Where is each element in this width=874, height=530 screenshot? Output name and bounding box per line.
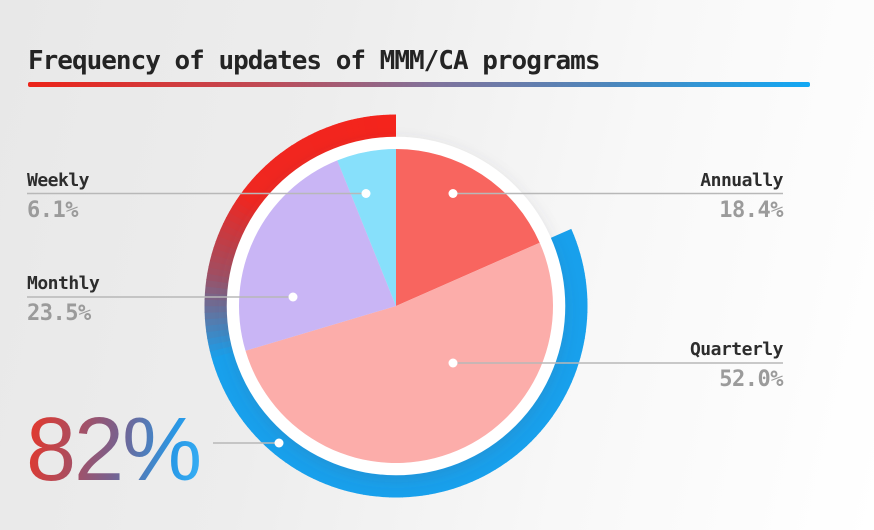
pie-slice-monthly	[239, 160, 396, 351]
page-title: Frequency of updates of MMM/CA programs	[28, 46, 600, 76]
callout-quarterly: Quarterly 52.0%	[689, 339, 784, 392]
leader-lines	[27, 189, 783, 448]
leader-dot-weekly	[361, 189, 371, 198]
leader-dot-annually	[448, 189, 458, 198]
callout-weekly: Weekly 6.1%	[27, 170, 90, 223]
quarterly-label: Quarterly	[689, 339, 784, 360]
title-underline-gradient	[28, 82, 810, 87]
weekly-value: 6.1%	[27, 198, 78, 223]
callout-monthly: Monthly 23.5%	[27, 273, 100, 326]
pie-slice-quarterly	[245, 242, 553, 463]
callout-annually: Annually 18.4%	[700, 171, 783, 223]
annually-label: Annually	[700, 170, 783, 191]
weekly-label: Weekly	[27, 170, 90, 191]
highlight-percentage: 82%	[26, 400, 202, 500]
quarterly-value: 52.0%	[719, 367, 783, 392]
pie-slice-annually	[396, 149, 540, 306]
pie-slices	[239, 149, 553, 463]
leader-dot-monthly	[288, 292, 298, 302]
pie-white-ring	[226, 136, 566, 476]
monthly-label: Monthly	[27, 273, 100, 294]
monthly-value: 23.5%	[27, 301, 91, 326]
leader-dot-quarterly	[448, 358, 458, 368]
coverage-arc	[204, 114, 588, 498]
pie-slice-weekly	[337, 149, 396, 306]
leader-dot-highlight	[274, 438, 284, 448]
annually-value: 18.4%	[719, 198, 783, 223]
